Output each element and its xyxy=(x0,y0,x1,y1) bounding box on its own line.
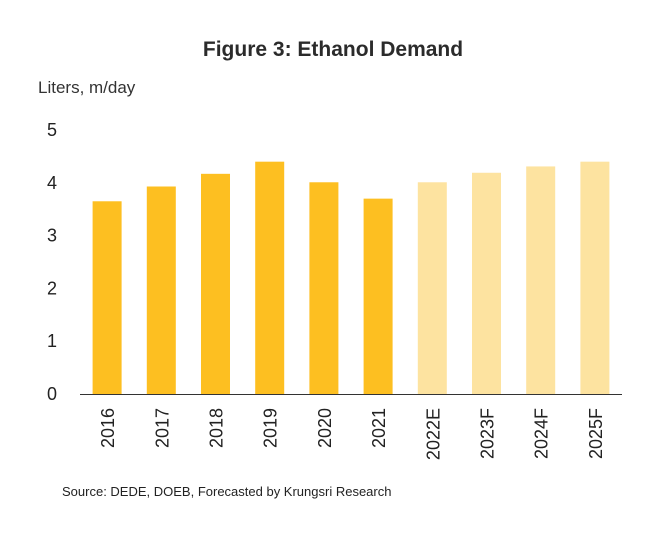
y-tick-label: 4 xyxy=(47,173,57,193)
x-axis-ticks: 2016 2017 2018 2019 2020 2021 2022E 2023F 2024F 2… xyxy=(98,408,606,460)
y-axis-label: Liters, m/day xyxy=(38,78,136,97)
y-tick-label: 0 xyxy=(47,384,57,404)
bar xyxy=(309,182,339,394)
source-note: Source: DEDE, DOEB, Forecasted by Krungs… xyxy=(62,484,392,499)
bar xyxy=(201,173,230,394)
y-axis-ticks: 0 1 2 3 4 5 xyxy=(47,120,57,404)
x-tick-label: 2022E xyxy=(423,408,443,460)
bar xyxy=(526,166,556,394)
y-tick-label: 3 xyxy=(47,226,57,246)
x-tick-label: 2021 xyxy=(369,408,389,448)
y-tick-label: 1 xyxy=(47,331,57,351)
x-tick-label: 2023F xyxy=(478,408,498,459)
x-tick-label: 2025F xyxy=(586,408,606,459)
bar xyxy=(255,161,285,394)
x-tick-label: 2019 xyxy=(261,408,281,448)
y-tick-label: 5 xyxy=(47,120,57,140)
bars xyxy=(92,161,610,394)
bar xyxy=(417,182,447,394)
x-tick-label: 2020 xyxy=(315,408,335,448)
bar xyxy=(363,198,393,394)
bar xyxy=(146,186,176,394)
bar xyxy=(580,161,610,394)
x-tick-label: 2024F xyxy=(532,408,552,459)
y-tick-label: 2 xyxy=(47,278,57,298)
bar xyxy=(472,172,501,394)
x-tick-label: 2017 xyxy=(152,408,172,448)
x-tick-label: 2018 xyxy=(207,408,227,448)
chart-title: Figure 3: Ethanol Demand xyxy=(202,38,464,61)
x-tick-label: 2016 xyxy=(98,408,118,448)
bar xyxy=(92,201,122,394)
